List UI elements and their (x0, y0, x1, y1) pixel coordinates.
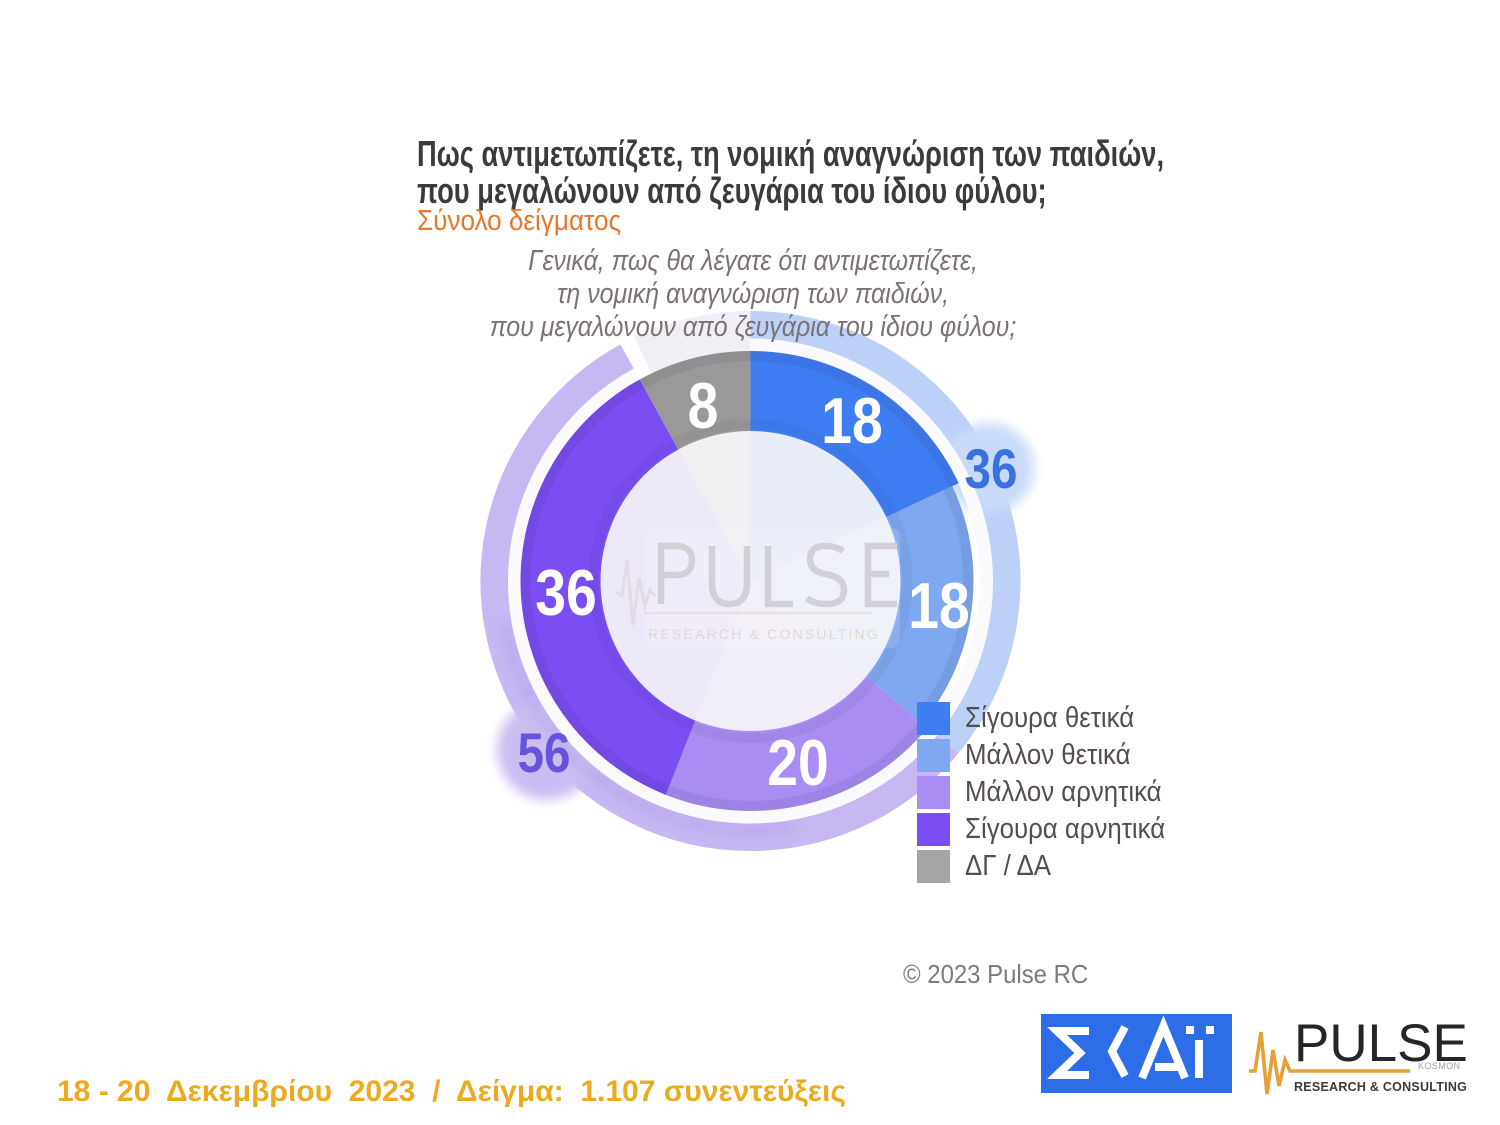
svg-text:20: 20 (767, 726, 828, 799)
svg-text:36: 36 (965, 438, 1018, 500)
svg-text:36: 36 (535, 556, 596, 629)
svg-text:18: 18 (908, 569, 969, 642)
svg-text:RESEARCH & CONSULTING: RESEARCH & CONSULTING (648, 626, 880, 642)
svg-text:KOSMON: KOSMON (1418, 1061, 1460, 1071)
svg-text:56: 56 (518, 722, 571, 784)
svg-text:RESEARCH & CONSULTING: RESEARCH & CONSULTING (1294, 1080, 1467, 1094)
svg-text:PULSE: PULSE (1294, 1014, 1468, 1073)
svg-text:18: 18 (821, 384, 882, 457)
svg-text:8: 8 (688, 369, 719, 442)
